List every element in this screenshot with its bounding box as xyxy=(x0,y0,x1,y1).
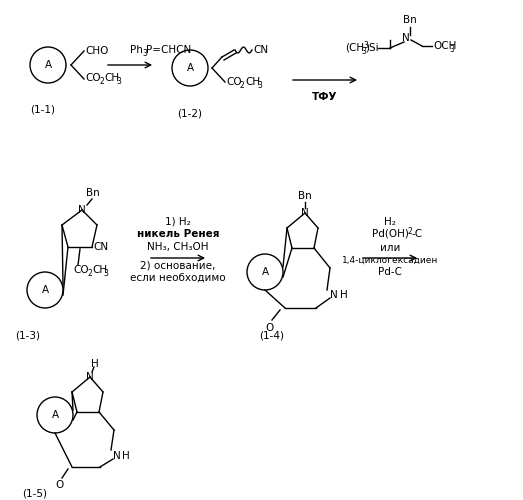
Text: (1-1): (1-1) xyxy=(30,105,55,115)
Text: никель Ренея: никель Ренея xyxy=(137,229,219,239)
Text: A: A xyxy=(44,60,52,70)
Text: Bn: Bn xyxy=(403,15,417,25)
Text: A: A xyxy=(41,285,49,295)
Text: N: N xyxy=(78,205,86,215)
Text: CO: CO xyxy=(226,77,242,87)
Text: 3: 3 xyxy=(257,80,262,90)
Text: CH: CH xyxy=(92,265,107,275)
Text: Bn: Bn xyxy=(86,188,100,198)
Text: ТФУ: ТФУ xyxy=(312,92,338,102)
Text: N: N xyxy=(402,33,410,43)
Text: O: O xyxy=(266,323,274,333)
Text: OCH: OCH xyxy=(433,41,457,51)
Text: 3: 3 xyxy=(363,40,368,50)
Text: P=CHCN: P=CHCN xyxy=(146,45,191,55)
Text: Ph: Ph xyxy=(130,45,143,55)
Text: H: H xyxy=(91,359,99,369)
Text: H₂: H₂ xyxy=(384,217,396,227)
Text: O: O xyxy=(55,480,63,490)
Text: (CH: (CH xyxy=(345,43,364,53)
Text: 1,4-циклогексадиен: 1,4-циклогексадиен xyxy=(342,256,438,264)
Text: Pd-C: Pd-C xyxy=(378,267,402,277)
Text: (1-5): (1-5) xyxy=(22,488,48,498)
Text: или: или xyxy=(380,243,400,253)
Text: 2: 2 xyxy=(99,76,104,86)
Text: N: N xyxy=(113,451,121,461)
Text: 3: 3 xyxy=(361,46,366,56)
Text: H: H xyxy=(122,451,130,461)
Text: CO: CO xyxy=(85,73,100,83)
Text: NH₃, CH₃OH: NH₃, CH₃OH xyxy=(147,242,209,252)
Text: 1) H₂: 1) H₂ xyxy=(165,217,191,227)
Text: 2) основание,: 2) основание, xyxy=(140,261,215,271)
Text: A: A xyxy=(186,63,194,73)
Text: 3: 3 xyxy=(116,76,121,86)
Text: 3: 3 xyxy=(142,48,147,58)
Text: CH: CH xyxy=(245,77,260,87)
Text: (1-4): (1-4) xyxy=(259,330,285,340)
Text: 3: 3 xyxy=(103,268,108,278)
Text: N: N xyxy=(86,372,94,382)
Text: (1-3): (1-3) xyxy=(16,330,40,340)
Text: N: N xyxy=(330,290,338,300)
Text: 2: 2 xyxy=(408,226,413,235)
Text: 3: 3 xyxy=(449,44,454,54)
Text: H: H xyxy=(340,290,348,300)
Text: CN: CN xyxy=(93,242,108,252)
Text: (1-2): (1-2) xyxy=(177,108,202,118)
Text: N: N xyxy=(301,208,309,218)
Text: -C: -C xyxy=(412,229,423,239)
Text: Pd(OH): Pd(OH) xyxy=(371,229,408,239)
Text: )Si: )Si xyxy=(365,43,379,53)
Text: A: A xyxy=(262,267,269,277)
Text: CO: CO xyxy=(73,265,88,275)
Text: если необходимо: если необходимо xyxy=(130,273,226,283)
Text: A: A xyxy=(51,410,59,420)
Text: 2: 2 xyxy=(87,268,92,278)
Text: CHO: CHO xyxy=(85,46,108,56)
Text: CH: CH xyxy=(104,73,119,83)
Text: 2: 2 xyxy=(240,80,245,90)
Text: CN: CN xyxy=(253,45,268,55)
Text: Bn: Bn xyxy=(298,191,312,201)
